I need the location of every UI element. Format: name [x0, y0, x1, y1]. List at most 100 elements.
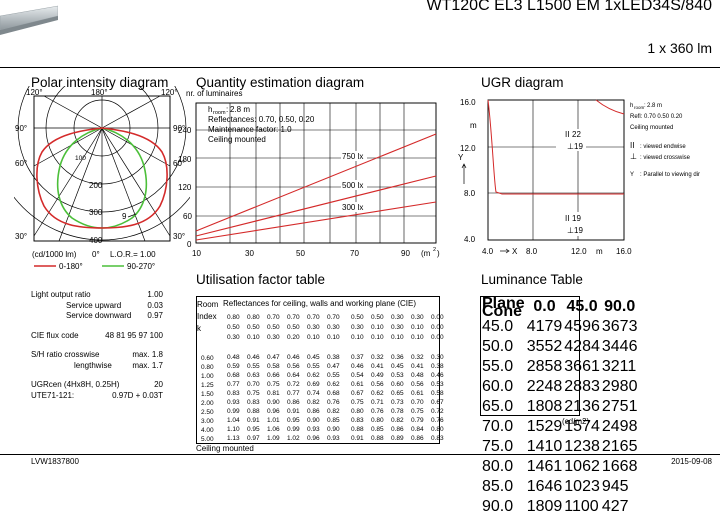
polar-grid	[14, 86, 190, 242]
utilisation-value-cell: 0.83	[227, 390, 240, 397]
polar-legend-green: 90-270°	[127, 262, 155, 271]
ugr-curve-upper	[595, 99, 625, 115]
quantity-y-180: 180	[178, 155, 192, 164]
luminance-cell: 1809	[526, 498, 563, 515]
polar-radial-300: 300	[89, 208, 103, 217]
utilisation-value-cell: 0.88	[371, 435, 384, 442]
polar-diagram-title: Polar intensity diagram	[31, 75, 169, 90]
utilisation-value-cell: 0.61	[411, 390, 424, 397]
polar-lor: L.O.R.= 1.00	[110, 250, 156, 259]
polar-angle-top-center: 180°	[91, 88, 108, 97]
utilisation-value-cell: 0.53	[391, 372, 404, 379]
luminance-cell: 3211	[601, 358, 637, 375]
polar-marker-label: 9	[122, 212, 127, 221]
polar-zero: 0°	[92, 250, 100, 259]
luminance-cell: 70.0	[482, 418, 514, 435]
utilisation-footer: Ceiling mounted	[196, 444, 254, 453]
utilisation-value-cell: 0.61	[351, 381, 364, 388]
utilisation-value-cell: 0.77	[227, 381, 240, 388]
ugr-y-4: 4.0	[464, 235, 476, 244]
quantity-y-240: 240	[178, 126, 192, 135]
utilisation-refl-cell: 0.50	[351, 314, 364, 321]
utilisation-value-cell: 0.96	[267, 408, 280, 415]
utilisation-table: Reflectances for ceiling, walls and work…	[196, 296, 444, 444]
utilisation-value-cell: 0.47	[327, 363, 340, 370]
utilisation-refl-cell: 0.30	[267, 334, 280, 341]
utilisation-k-value: 3.00	[201, 418, 214, 425]
utilisation-value-cell: 0.83	[247, 399, 260, 406]
utilisation-value-cell: 0.91	[287, 408, 300, 415]
quantity-x-50: 50	[296, 249, 305, 258]
header-divider	[0, 67, 720, 68]
quantity-y-60: 60	[183, 212, 192, 221]
spec-up-value: 0.03	[147, 300, 163, 310]
spec-cie-label: CIE flux code	[31, 330, 79, 340]
utilisation-refl-cell: 0.30	[227, 334, 240, 341]
svg-text:room: room	[634, 105, 645, 110]
utilisation-k-value: 1.00	[201, 373, 214, 380]
utilisation-value-cell: 0.82	[307, 399, 320, 406]
utilisation-value-cell: 0.89	[391, 435, 404, 442]
utilisation-value-cell: 0.65	[391, 390, 404, 397]
utilisation-value-cell: 0.38	[327, 354, 340, 361]
utilisation-value-cell: 0.76	[327, 399, 340, 406]
luminance-cell: 45.0	[482, 318, 514, 335]
utilisation-value-cell: 0.45	[391, 363, 404, 370]
footer-code: LVW1837800	[31, 457, 79, 466]
utilisation-refl-cell: 0.80	[247, 314, 260, 321]
luminance-row: 80.0 1461 1062 1668	[481, 457, 638, 477]
ugr-x-axis: X	[512, 247, 518, 256]
utilisation-value-cell: 0.76	[371, 408, 384, 415]
polar-curve-0-180	[36, 127, 168, 229]
lum-col-0: 0.0	[533, 298, 556, 315]
spec-ute-label: UTE71-121:	[31, 390, 75, 400]
polar-radial-100: 100	[75, 155, 86, 162]
utilisation-value-cell: 0.56	[371, 381, 384, 388]
luminance-cell: 4596	[564, 318, 600, 335]
ugr-legend-parallel: : Parallel to viewing dir	[640, 172, 700, 178]
luminance-cell: 3661	[564, 358, 600, 375]
spec-sh-cross-label: S/H ratio crosswise	[31, 350, 100, 359]
utilisation-refl-cell: 0.70	[287, 314, 300, 321]
utilisation-value-cell: 0.90	[327, 426, 340, 433]
utilisation-value-cell: 1.06	[267, 426, 280, 433]
utilisation-value-cell: 0.62	[371, 390, 384, 397]
spec-cie-value: 48 81 95 97 100	[105, 330, 163, 340]
utilisation-room-label: Room	[197, 300, 219, 309]
ugr-y-12: 12.0	[460, 144, 476, 153]
luminance-cell: 3446	[601, 338, 638, 355]
luminance-cell: 1529	[526, 418, 563, 435]
luminaire-thumbnail	[0, 2, 59, 40]
svg-text:II: II	[630, 141, 634, 150]
utilisation-value-cell: 0.67	[351, 390, 364, 397]
quantity-x-90: 90	[401, 249, 410, 258]
utilisation-refl-cell: 0.00	[431, 324, 444, 331]
ugr-label-19a: 19	[574, 142, 583, 151]
utilisation-value-cell: 0.36	[391, 354, 404, 361]
utilisation-value-cell: 0.79	[411, 417, 424, 424]
utilisation-index-label: Index	[197, 312, 217, 321]
utilisation-value-cell: 0.90	[307, 417, 320, 424]
utilisation-value-cell: 0.99	[227, 408, 240, 415]
luminance-cell: 90.0	[482, 498, 514, 515]
quantity-label-300: 300 lx	[342, 203, 363, 212]
utilisation-value-cell: 0.55	[327, 372, 340, 379]
utilisation-value-cell: 0.93	[327, 435, 340, 442]
utilisation-value-cell: 0.63	[247, 372, 260, 379]
luminance-row: 75.0 1410 1238 2165	[481, 437, 638, 457]
utilisation-k-value: 1.25	[201, 382, 214, 389]
footer-date: 2015-09-08	[671, 457, 712, 466]
quantity-estimation-diagram: nr. of luminaires 750 lx 500 lx 300 lx h…	[178, 89, 440, 258]
luminance-cell: 945	[601, 478, 629, 495]
luminaire-title: WT120C EL3 L1500 EM 1xLED34S/840	[426, 0, 713, 14]
ugr-y-8: 8.0	[464, 189, 476, 198]
luminance-row: 90.0 1809 1100 427	[481, 497, 638, 517]
utilisation-value-cell: 0.66	[267, 372, 280, 379]
utilisation-value-cell: 1.13	[227, 435, 240, 442]
utilisation-value-cell: 0.80	[371, 417, 384, 424]
utilisation-value-cell: 0.58	[431, 390, 444, 397]
luminance-cell: 2858	[526, 358, 563, 375]
luminance-cell: 3673	[601, 318, 638, 335]
ugr-endwise-glyph-2: II	[565, 214, 569, 223]
utilisation-value-cell: 0.45	[307, 354, 320, 361]
